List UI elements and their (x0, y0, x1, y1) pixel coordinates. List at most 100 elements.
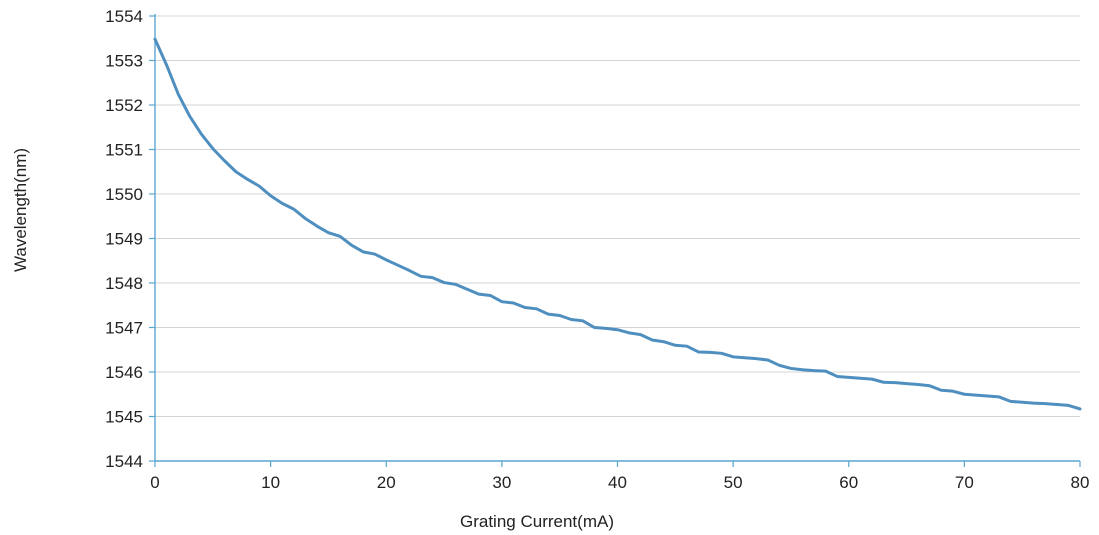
x-tick-label: 80 (1071, 473, 1090, 492)
data-point (1044, 402, 1046, 404)
data-point (686, 345, 688, 347)
data-point (952, 390, 954, 392)
x-tick-label: 50 (724, 473, 743, 492)
data-point (339, 235, 341, 237)
data-point (466, 288, 468, 290)
data-point (293, 208, 295, 210)
data-point (524, 306, 526, 308)
data-point (512, 302, 514, 304)
data-point (454, 283, 456, 285)
data-point (1021, 401, 1023, 403)
data-point (732, 356, 734, 358)
data-point (778, 364, 780, 366)
data-point (998, 396, 1000, 398)
y-tick-labels: 1544 1545 1546 1547 1548 1549 1550 1551 1552 1553… (105, 7, 143, 471)
y-axis-title: Wavelength(nm) (11, 148, 30, 272)
data-point (905, 382, 907, 384)
data-point (212, 147, 214, 149)
data-point (651, 339, 653, 341)
data-point (385, 259, 387, 261)
data-point (362, 251, 364, 253)
x-tick-label: 40 (608, 473, 627, 492)
data-point (836, 375, 838, 377)
data-point (582, 320, 584, 322)
series-layer (153, 37, 1082, 411)
data-point (1009, 400, 1011, 402)
data-point (570, 318, 572, 320)
data-point (431, 276, 433, 278)
y-tick-label: 1553 (105, 52, 143, 71)
y-tick-label: 1545 (105, 408, 143, 427)
y-tick-label: 1550 (105, 185, 143, 204)
data-point (304, 217, 306, 219)
axes (149, 14, 1081, 467)
data-point (558, 314, 560, 316)
data-point (824, 370, 826, 372)
x-axis-title: Grating Current(mA) (460, 512, 614, 531)
data-point (986, 395, 988, 397)
y-tick-label: 1546 (105, 363, 143, 382)
data-point (767, 359, 769, 361)
data-point (963, 393, 965, 395)
data-point (258, 185, 260, 187)
data-point (327, 232, 329, 234)
data-point (397, 264, 399, 266)
data-point (246, 178, 248, 180)
data-point (709, 351, 711, 353)
data-point (848, 376, 850, 378)
data-point (593, 326, 595, 328)
data-point (639, 333, 641, 335)
data-point (743, 357, 745, 359)
data-point (790, 367, 792, 369)
y-tick-label: 1549 (105, 230, 143, 249)
data-point (154, 38, 156, 40)
y-tick-label: 1554 (105, 7, 143, 26)
data-point (813, 369, 815, 371)
data-point (408, 269, 410, 271)
data-point (975, 394, 977, 396)
y-tick-label: 1547 (105, 319, 143, 338)
data-point (443, 281, 445, 283)
data-point (1079, 408, 1081, 410)
data-point (894, 381, 896, 383)
y-tick-label: 1544 (105, 452, 143, 471)
data-point (1056, 403, 1058, 405)
x-tick-label: 60 (839, 473, 858, 492)
data-point (663, 341, 665, 343)
y-tick-label: 1552 (105, 96, 143, 115)
data-point (940, 389, 942, 391)
data-point (605, 327, 607, 329)
data-point (674, 344, 676, 346)
data-point (489, 294, 491, 296)
data-point (235, 171, 237, 173)
data-point (720, 352, 722, 354)
data-point (697, 351, 699, 353)
data-point (188, 115, 190, 117)
x-tick-label: 10 (261, 473, 280, 492)
data-point (882, 381, 884, 383)
data-point (281, 202, 283, 204)
y-tick-label: 1548 (105, 274, 143, 293)
data-point (1067, 404, 1069, 406)
data-point (616, 329, 618, 331)
data-point (801, 369, 803, 371)
data-point (200, 133, 202, 135)
data-point (350, 244, 352, 246)
data-point (177, 93, 179, 95)
series-line-0 (153, 37, 1082, 411)
data-point (420, 275, 422, 277)
data-point (501, 300, 503, 302)
grid-lines (155, 15, 1080, 417)
data-point (928, 385, 930, 387)
data-point (547, 313, 549, 315)
x-tick-label: 20 (377, 473, 396, 492)
data-point (269, 195, 271, 197)
data-point (871, 378, 873, 380)
x-tick-labels: 0 10 20 30 40 50 60 70 80 (150, 473, 1089, 492)
data-point (373, 253, 375, 255)
data-point (165, 64, 167, 66)
x-tick-label: 0 (150, 473, 159, 492)
data-point (755, 357, 757, 359)
